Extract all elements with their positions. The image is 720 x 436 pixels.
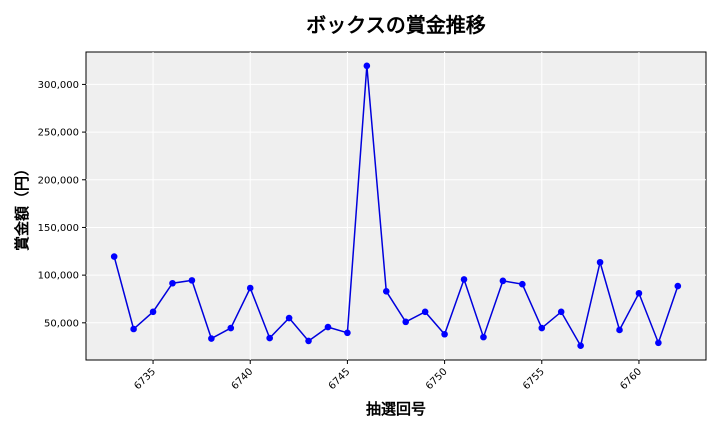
data-point [208, 335, 215, 342]
data-point [577, 342, 584, 349]
data-point [402, 318, 410, 326]
x-tick-label: 6735 [132, 366, 158, 392]
data-point [519, 280, 526, 288]
y-tick-label: 250,000 [38, 128, 79, 139]
data-point [149, 308, 157, 316]
series-line [113, 65, 679, 348]
x-axis-label: 抽選回号 [366, 400, 426, 418]
x-tick-label: 6755 [521, 366, 547, 392]
data-point [110, 253, 118, 260]
y-axis-ticks: 50,000 100,000 150,000 200,000 250,000 300,00… [38, 80, 86, 329]
x-tick-label: 6750 [424, 366, 450, 392]
data-point [674, 282, 682, 290]
data-point [596, 258, 604, 266]
data-point [344, 329, 351, 337]
x-tick-label: 6740 [230, 366, 256, 392]
y-tick-label: 200,000 [38, 175, 79, 186]
data-point [246, 284, 254, 292]
data-point [227, 324, 235, 332]
data-point [363, 62, 371, 70]
y-axis-label: 賞金額（円） [13, 161, 31, 251]
data-point [499, 277, 507, 285]
y-tick-label: 100,000 [38, 271, 79, 282]
x-tick-label: 6745 [327, 366, 353, 392]
data-point [441, 330, 448, 338]
data-point [635, 289, 643, 297]
data-point [188, 277, 196, 284]
series [110, 62, 682, 349]
data-point [305, 337, 312, 345]
x-axis-ticks: 6735 6740 6745 6750 6755 6760 [132, 360, 644, 392]
plot-area [85, 51, 707, 361]
data-point [655, 339, 662, 347]
data-point [382, 288, 390, 295]
y-tick-label: 50,000 [44, 318, 79, 329]
data-point [460, 276, 468, 283]
y-tick-label: 300,000 [38, 80, 79, 91]
y-tick-label: 150,000 [38, 223, 79, 234]
x-tick-label: 6760 [618, 366, 644, 392]
data-point [324, 323, 332, 331]
data-point [130, 325, 137, 333]
data-point [557, 308, 565, 316]
data-point [266, 334, 273, 342]
data-point [480, 333, 487, 341]
data-point [616, 326, 623, 334]
data-point [169, 279, 176, 287]
chart-title: ボックスの賞金推移 [306, 13, 485, 37]
data-point [285, 314, 293, 322]
data-point [421, 308, 429, 316]
grid [86, 52, 706, 360]
data-point [538, 324, 546, 332]
